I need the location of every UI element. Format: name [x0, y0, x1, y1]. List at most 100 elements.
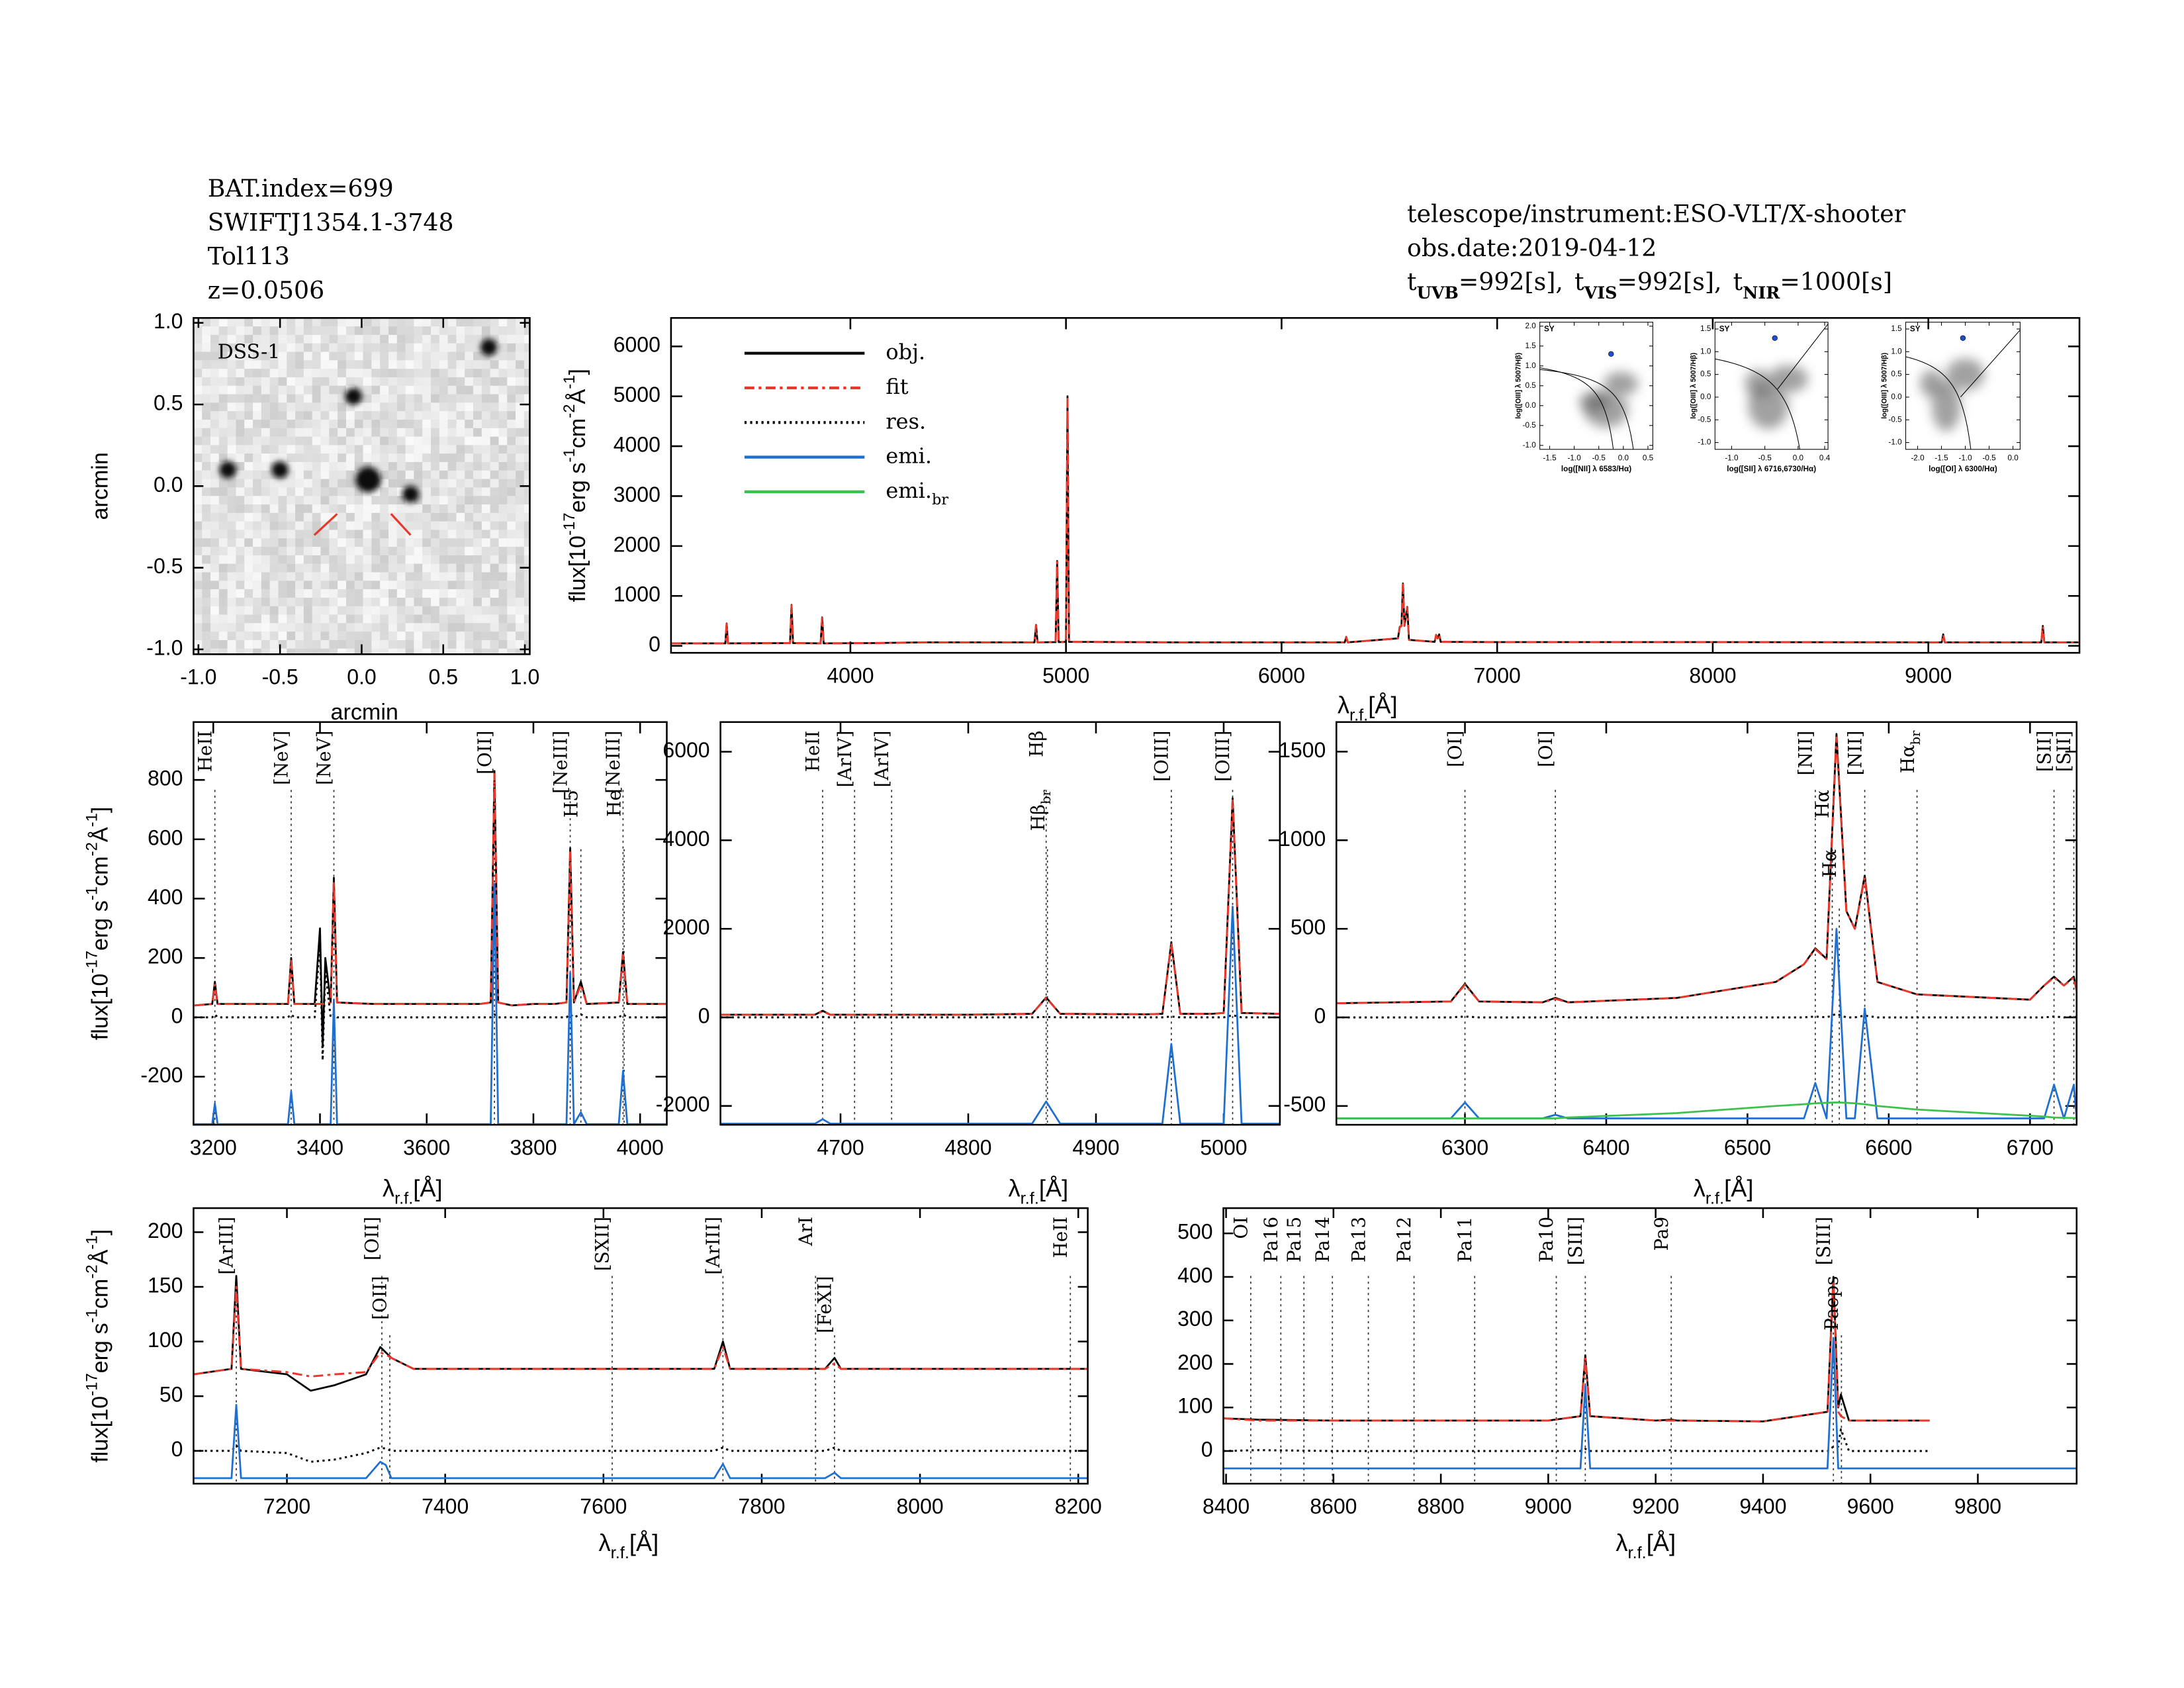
pixel: [498, 547, 508, 555]
x-tick-label: 0.0: [1618, 453, 1629, 462]
pixel: [380, 538, 388, 547]
pixel: [431, 530, 439, 539]
pixel: [210, 360, 219, 369]
pixel: [253, 385, 261, 395]
pixel: [338, 639, 346, 649]
x-tick-label: 0.5: [429, 665, 458, 689]
pixel: [388, 589, 397, 598]
x-tick-label: 6600: [1865, 1135, 1912, 1159]
pixel: [338, 589, 346, 598]
pixel: [396, 462, 406, 471]
pixel: [422, 394, 432, 403]
pixel: [431, 377, 439, 386]
pixel: [405, 538, 414, 547]
pixel: [253, 512, 261, 522]
pixel: [287, 326, 296, 335]
pixel: [422, 343, 432, 352]
pixel: [295, 581, 304, 590]
x-tick-label: -0.5: [1758, 453, 1772, 462]
pixel: [295, 504, 304, 513]
pixel: [210, 632, 219, 640]
y-axis-label-part: flux[10: [88, 1396, 113, 1463]
pixel: [278, 487, 287, 496]
pixel: [354, 623, 363, 632]
y-tick-label: 100: [1177, 1394, 1212, 1418]
y-tick-label: 1.0: [154, 309, 183, 333]
pixel: [244, 334, 253, 344]
pixel: [287, 639, 296, 649]
time-band: NIR: [1743, 283, 1780, 303]
pixel: [312, 343, 321, 352]
pixel: [278, 369, 287, 377]
pixel: [236, 581, 245, 590]
pixel: [447, 369, 457, 377]
pixel: [481, 445, 490, 454]
y-axis-label-part: -2: [83, 1264, 101, 1278]
pixel: [523, 530, 530, 539]
pixel: [396, 436, 406, 445]
pixel: [490, 648, 499, 655]
pixel: [193, 352, 203, 361]
pixel: [473, 623, 482, 632]
pixel: [516, 632, 524, 640]
pixel: [422, 385, 432, 395]
pixel: [481, 632, 490, 640]
pixel: [414, 639, 423, 649]
pixel: [236, 487, 245, 496]
pixel: [447, 436, 457, 445]
pixel: [338, 538, 346, 547]
pixel: [312, 377, 321, 386]
pixel: [312, 581, 321, 590]
demarcation-line: [1777, 324, 1829, 390]
pixel: [287, 436, 296, 445]
pixel: [439, 521, 448, 530]
x-tick-label: 3600: [403, 1135, 450, 1159]
pixel: [422, 563, 432, 573]
pixel: [414, 419, 423, 428]
pixel: [447, 445, 457, 454]
pixel: [253, 623, 261, 632]
pixel: [354, 614, 363, 624]
pixel: [396, 419, 406, 428]
pixel: [422, 419, 432, 428]
pixel: [287, 563, 296, 573]
pixel: [371, 521, 381, 530]
y-tick-label: 3000: [614, 483, 660, 506]
pixel: [439, 547, 448, 555]
y-tick-label: -500: [1283, 1092, 1326, 1116]
x-axis-label: λr.f.[Å]: [1338, 691, 1398, 724]
pixel: [371, 377, 381, 386]
pixel: [516, 512, 524, 522]
pixel: [422, 411, 432, 420]
y-tick-label: -0.5: [1888, 415, 1902, 424]
pixel: [380, 530, 388, 539]
pixel: [490, 377, 499, 386]
density-blob: [1920, 369, 1944, 397]
pixel: [363, 563, 372, 573]
pixel: [371, 563, 381, 573]
pixel: [405, 326, 414, 335]
pixel: [473, 377, 482, 386]
y-tick-label: 0.5: [154, 391, 183, 414]
pixel: [523, 428, 530, 437]
pixel: [244, 343, 253, 352]
pixel: [456, 581, 465, 590]
pixel: [202, 436, 211, 445]
pixel: [227, 479, 236, 488]
pixel: [490, 360, 499, 369]
pixel: [431, 360, 439, 369]
pixel: [202, 479, 211, 488]
pixel: [516, 369, 524, 377]
pixel: [236, 377, 245, 386]
pixel: [481, 419, 490, 428]
pixel: [244, 512, 253, 522]
pixel: [295, 572, 304, 581]
spectrum-line: [1336, 736, 2077, 1005]
pixel: [481, 512, 490, 522]
pixel: [354, 369, 363, 377]
x-axis-label-part: [Å]: [413, 1174, 442, 1201]
pixel: [236, 496, 245, 505]
pixel: [516, 453, 524, 463]
pixel: [210, 547, 219, 555]
pixel: [303, 352, 312, 361]
